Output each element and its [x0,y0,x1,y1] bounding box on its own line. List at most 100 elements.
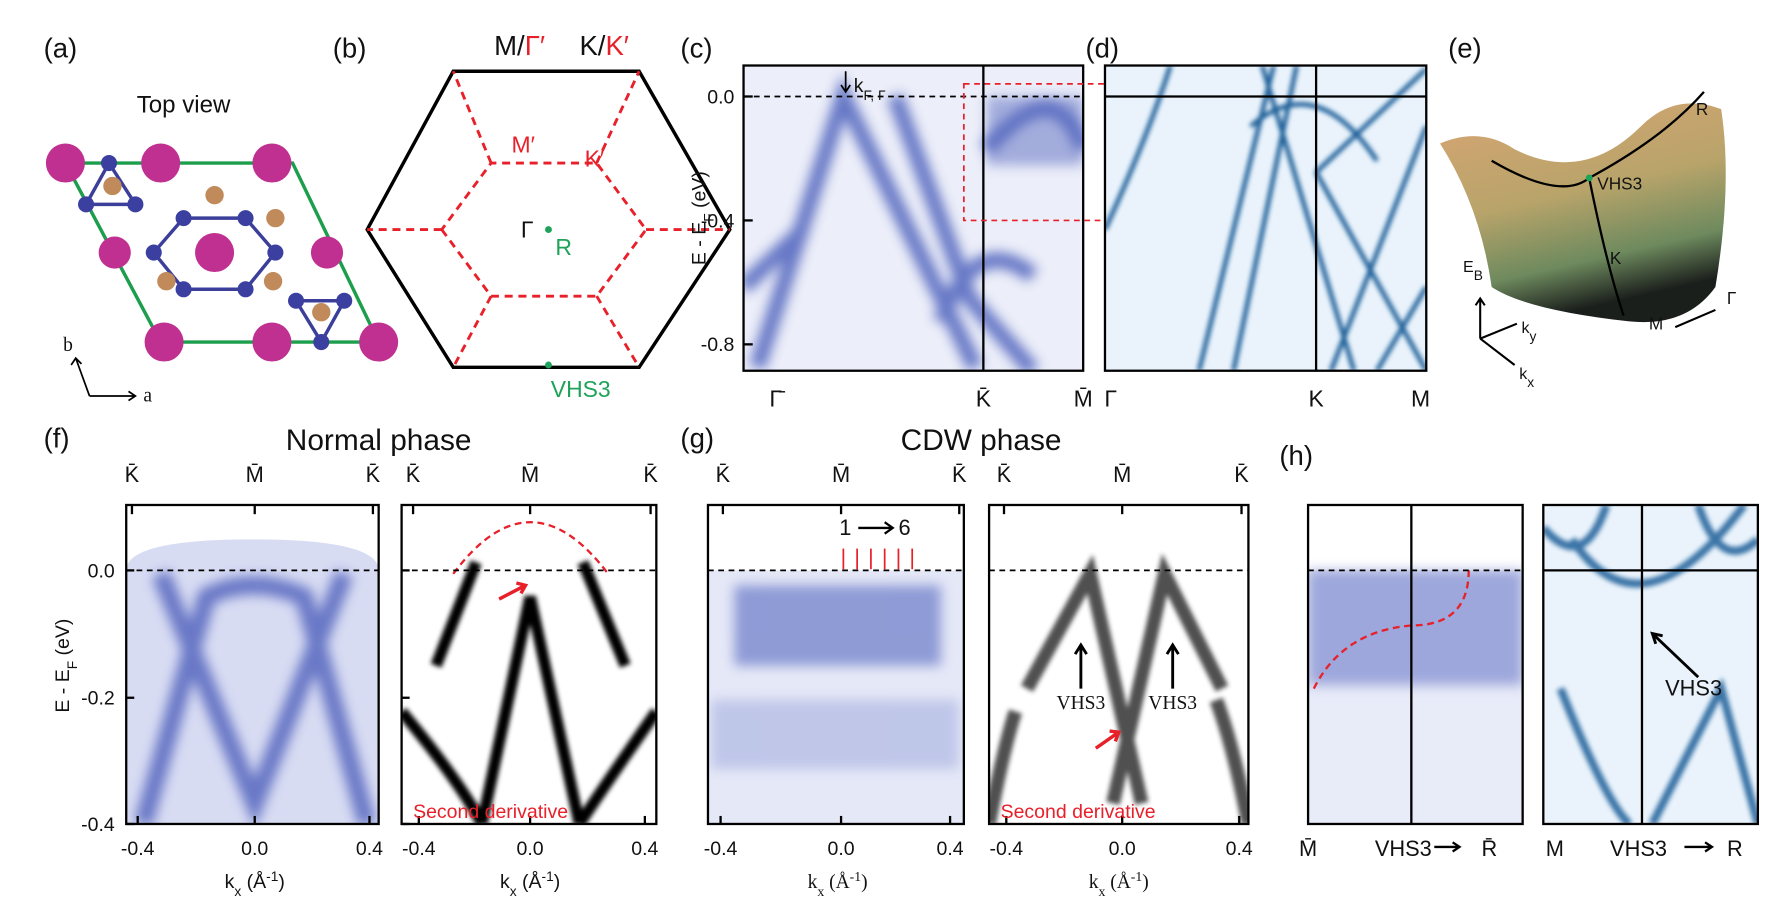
text-part: -1 [850,869,862,884]
label: R [1696,99,1708,119]
text-part: B [1474,268,1483,283]
text-part: M/ [494,30,525,61]
label: -0.4 [121,838,155,860]
label: kx (Å-1) [500,869,560,899]
label: Γ [1104,385,1117,411]
text-part: (eV) [52,619,74,661]
label: 6 [898,515,910,540]
text-part: x [510,884,517,899]
label: b [63,335,73,356]
label: EB [1463,258,1483,283]
label: VHS3 [1597,173,1642,193]
label: M̄ [1113,462,1131,487]
label: K̄ [366,462,381,487]
label: K̄ [1234,462,1249,487]
label: kx (Å-1) [808,869,868,899]
label: K̄ [976,385,992,411]
label: -0.4 [701,210,735,232]
text-part: k [854,75,864,97]
label: 0.0 [517,838,544,860]
label: M̄ [521,462,539,487]
label: -0.4 [989,838,1023,860]
label: M̄ [832,462,850,487]
label: K̄ [716,462,731,487]
label: R̄ [1481,836,1497,861]
text-part: E - E [52,669,74,712]
label: -0.8 [701,334,735,356]
label: Γ̄ [769,385,786,411]
label: K/K′ [579,30,629,61]
text-part: F [64,661,79,669]
text-part: F, Γ [863,87,886,102]
label: -0.2 [81,688,115,710]
text-part: (Å [517,870,542,893]
label: 0.4 [631,838,658,860]
label: (b) [333,32,367,63]
text-part: E - E [689,222,711,265]
label: CDW phase [901,424,1062,457]
label: 0.4 [937,838,964,860]
label: kx (Å-1) [1089,869,1149,899]
second-derivative-cdw [989,504,1249,824]
label: 0.0 [88,560,115,582]
label: K̄ [643,462,658,487]
text-part: k [1089,872,1099,893]
text-part: y [1530,328,1537,343]
label: VHS3 [551,376,611,402]
arpes-cdw [707,504,964,824]
label: M̄ [1074,385,1093,411]
calculated-bands [1104,65,1427,371]
text-part: (Å [824,872,849,893]
label: kx (Å-1) [225,869,285,899]
label: Normal phase [286,424,472,457]
text-part: K/ [579,30,605,61]
text-part: (eV) [689,171,711,213]
text-part: x [234,884,241,899]
label: 0.4 [1226,838,1253,860]
label: E - EF (eV) [52,619,80,713]
text-part: -1 [1131,869,1143,884]
label: (e) [1448,32,1482,63]
text-part: ) [1142,872,1149,893]
label: ky [1522,319,1537,344]
label: (g) [680,423,714,454]
label: R [555,234,572,260]
label: K̄ [952,462,967,487]
text-part: -1 [266,869,278,884]
arpes-vhs [1308,504,1523,824]
label: VHS3 [1148,693,1197,714]
brillouin-zone [365,69,732,370]
second-derivative-normal [401,504,657,824]
label: M/Γ′ [494,30,545,61]
text-part: -1 [542,869,554,884]
text-part: Γ′ [525,30,545,61]
label: 1 [839,515,851,540]
label: Γ [1727,288,1736,308]
label: Γ [521,217,534,243]
text-part: ) [554,871,561,893]
label: 0.4 [356,838,383,860]
label: M [1649,313,1663,333]
text-part: F [701,213,716,221]
calc-vhs [1543,504,1758,824]
label: M̄ [246,462,264,487]
label: E - EF (eV) [689,171,717,265]
label: VHS3 [1375,836,1432,861]
text-part: E [1463,258,1474,276]
saddle-surface [1440,91,1726,366]
text-part: k [1522,319,1531,337]
label: K̄ [406,462,421,487]
label: K̄ [125,462,140,487]
label: Second derivative [413,801,568,823]
label: K [1610,248,1622,268]
label: VHS3 [1610,836,1667,861]
arpes-map [743,65,1084,371]
text-part: k [225,871,235,893]
text-part: (Å [241,870,266,893]
label: (h) [1279,440,1313,471]
label: Second derivative [1001,801,1156,823]
label: M [1411,385,1430,411]
label: 0.0 [707,86,734,108]
text-part: ) [278,871,285,893]
